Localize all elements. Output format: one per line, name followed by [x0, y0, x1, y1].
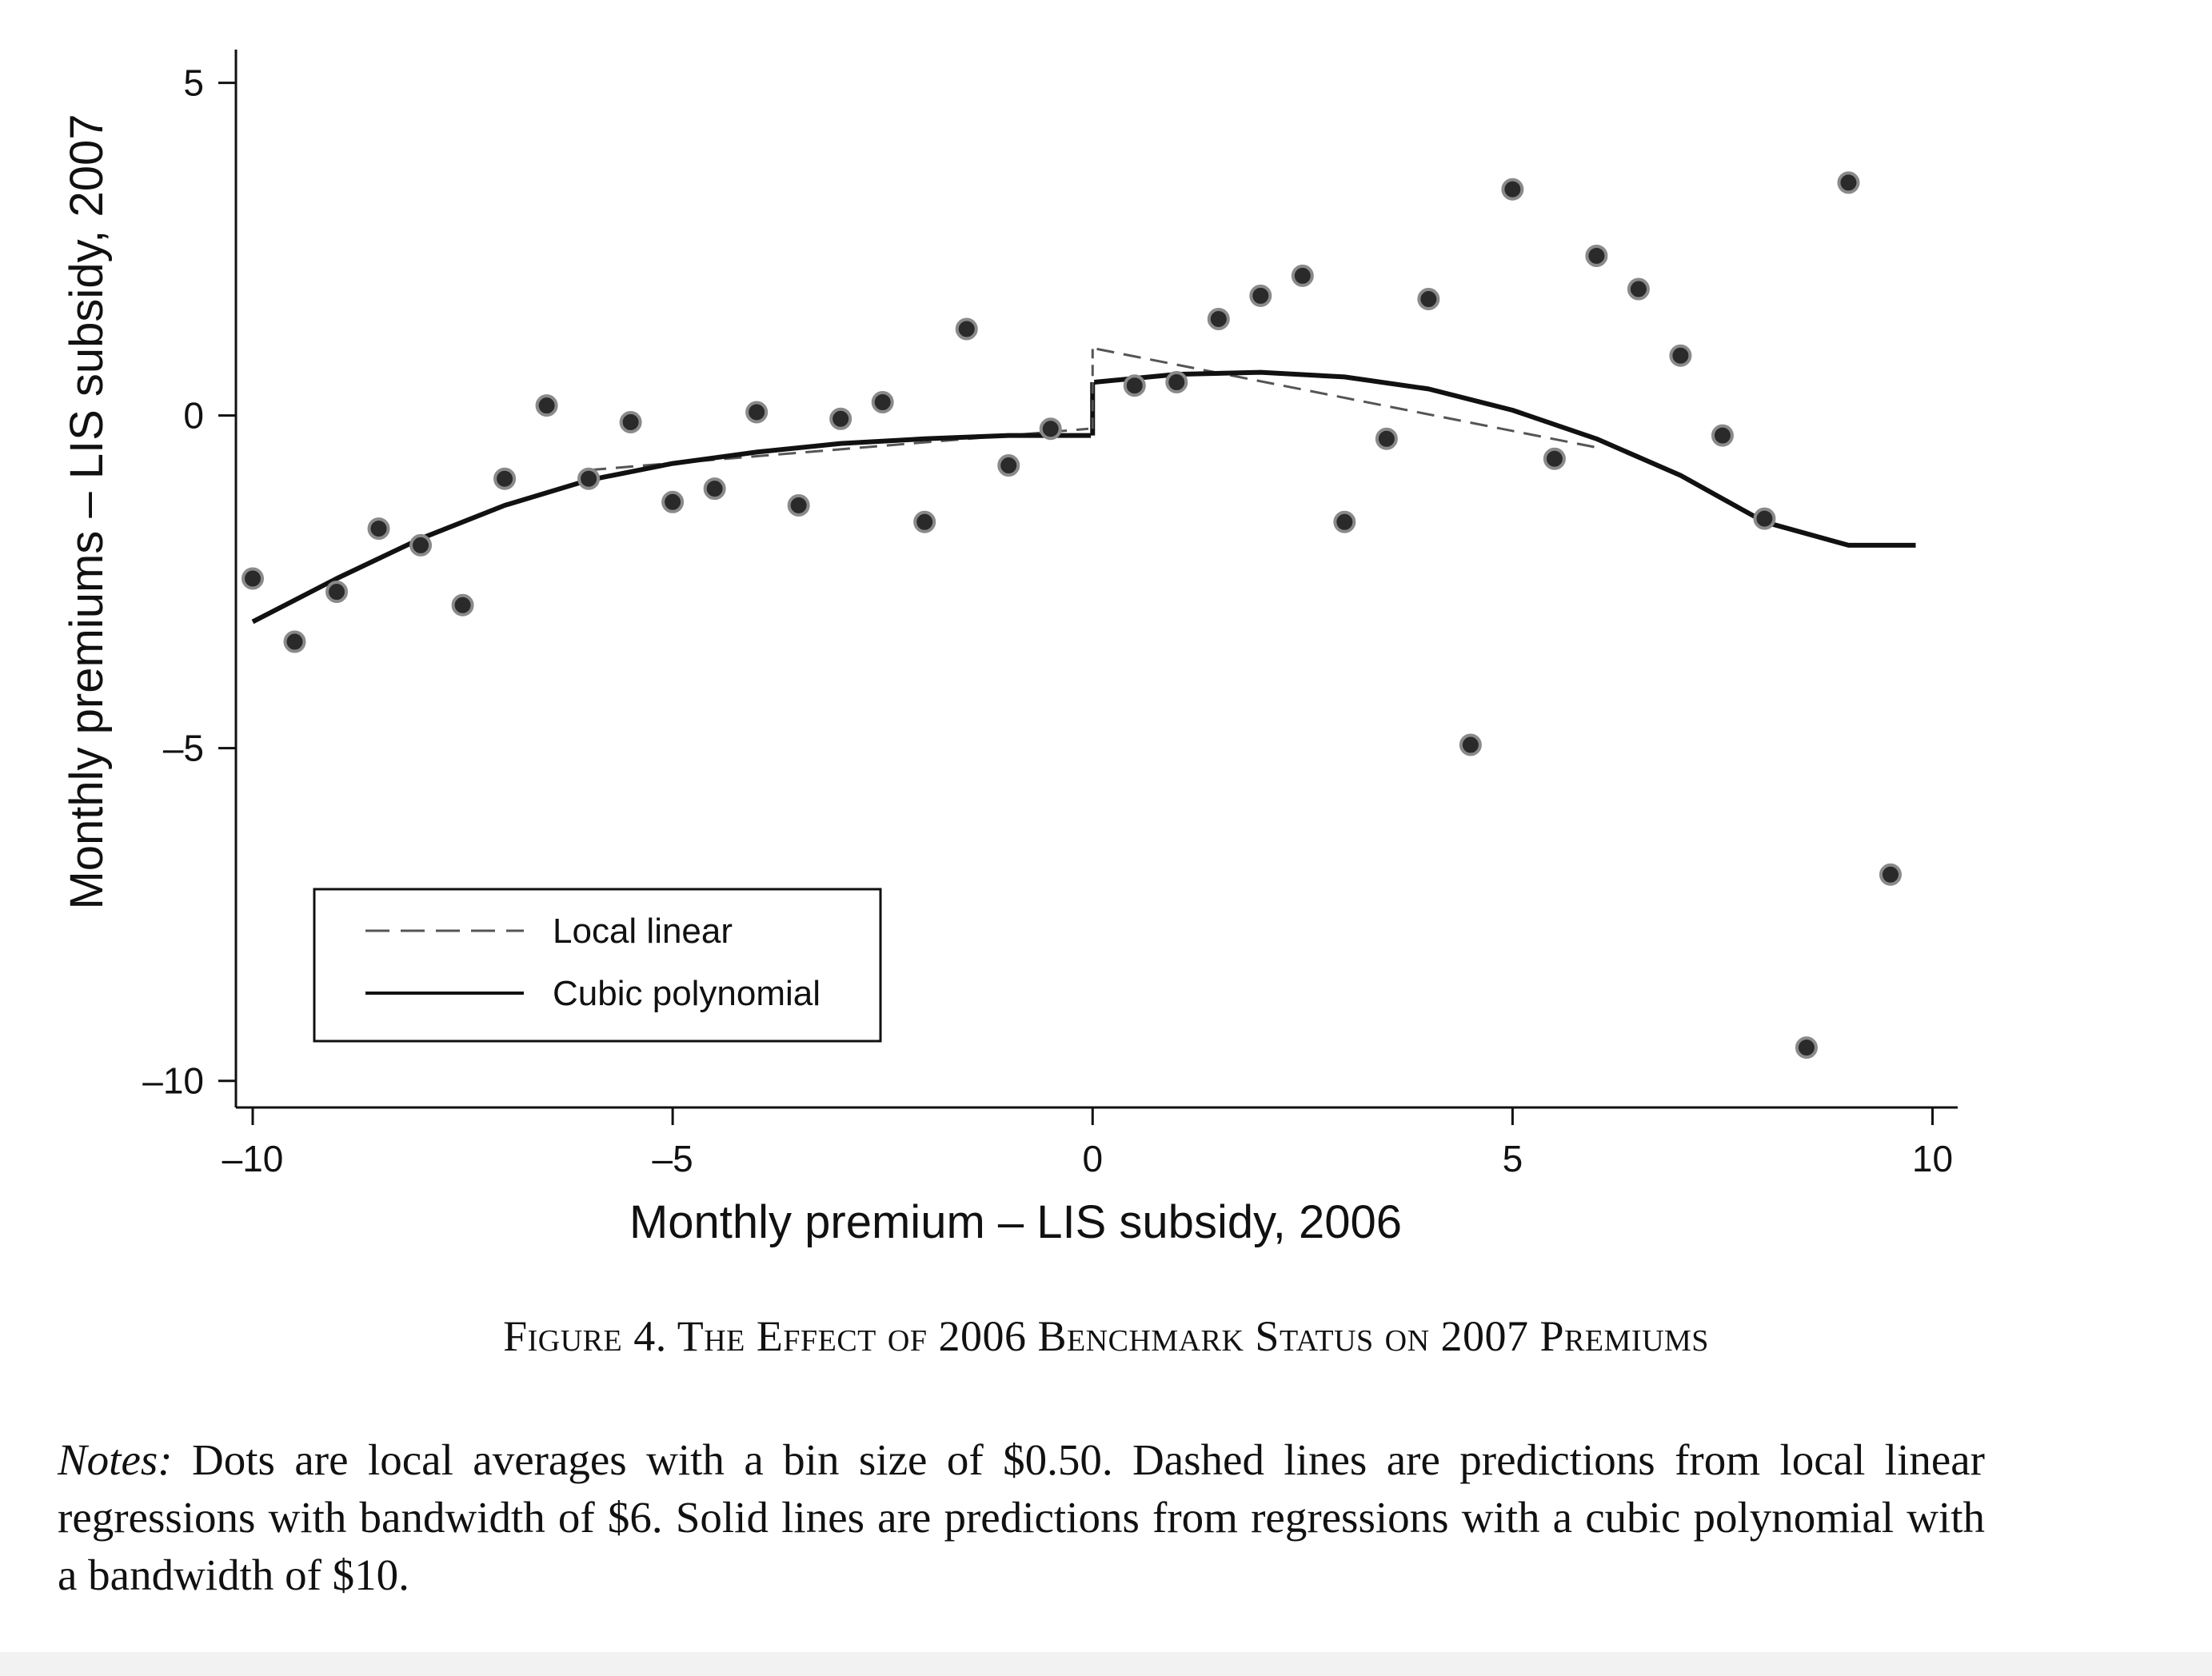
figure: –10 –5 0 5 10 5 0 –5 –10 Local linear Cubic polyn… — [61, 50, 1958, 1248]
data-point — [1711, 424, 1734, 447]
x-tick-label: 10 — [1912, 1138, 1953, 1179]
data-point — [1837, 171, 1860, 194]
figure-caption: Figure 4. The Effect of 2006 Benchmark S… — [503, 1312, 1709, 1360]
data-point — [913, 510, 936, 533]
x-tick-label: 5 — [1503, 1138, 1523, 1179]
data-points — [242, 171, 1902, 1059]
notes-label: Notes: — [58, 1435, 173, 1484]
legend-label-local-linear: Local linear — [553, 912, 733, 951]
x-tick-label: –10 — [222, 1138, 284, 1179]
legend-label-cubic-polynomial: Cubic polynomial — [553, 974, 821, 1013]
figure-notes: Notes: Dots are local averages with a bi… — [58, 1431, 1985, 1604]
data-point — [1753, 507, 1776, 530]
x-axis-title: Monthly premium – LIS subsidy, 2006 — [629, 1196, 1402, 1248]
y-tick-label: 5 — [183, 62, 204, 104]
data-point — [1207, 307, 1230, 330]
data-point — [1627, 277, 1650, 301]
data-point — [1375, 427, 1398, 450]
x-tick-label: 0 — [1082, 1138, 1103, 1179]
local-linear-segment — [1096, 347, 1597, 449]
data-point — [703, 477, 726, 501]
data-point — [1333, 510, 1356, 533]
y-tick-label: –10 — [142, 1060, 204, 1102]
data-point — [661, 490, 685, 513]
data-point — [242, 567, 265, 590]
data-point — [787, 493, 810, 517]
data-point — [997, 454, 1020, 477]
data-point — [535, 394, 558, 417]
data-point — [1249, 284, 1272, 307]
data-point — [577, 467, 601, 490]
data-point — [367, 517, 390, 541]
data-point — [1123, 374, 1146, 397]
data-point — [1795, 1036, 1818, 1059]
data-point — [325, 581, 349, 604]
data-point — [829, 407, 852, 430]
data-point — [1669, 344, 1692, 367]
data-point — [1417, 288, 1440, 311]
data-point — [493, 467, 517, 490]
data-point — [619, 410, 642, 433]
data-point — [1543, 447, 1566, 470]
data-point — [1459, 733, 1482, 756]
x-tick-label: –5 — [653, 1138, 693, 1179]
legend: Local linear Cubic polynomial — [313, 888, 882, 1043]
y-tick-label: –5 — [163, 728, 204, 769]
y-tick-label: 0 — [183, 395, 204, 437]
legend-box — [313, 888, 882, 1043]
y-axis-title: Monthly premiums – LIS subsidy, 2007 — [61, 114, 113, 909]
data-point — [1879, 863, 1902, 886]
data-point — [283, 630, 306, 653]
data-point — [451, 593, 474, 617]
cubic-polynomial-segment — [251, 433, 1092, 625]
data-point — [871, 391, 894, 413]
data-point — [1501, 178, 1524, 201]
data-point — [745, 401, 769, 424]
cubic-polynomial-segment — [1094, 369, 1916, 548]
data-point — [409, 533, 433, 557]
data-point — [1039, 417, 1062, 441]
regression-lines — [251, 347, 1916, 625]
data-point — [1585, 244, 1608, 267]
data-point — [1291, 264, 1314, 287]
chart: –10 –5 0 5 10 5 0 –5 –10 Local linear Cubic polyn… — [61, 50, 1958, 1248]
data-point — [1165, 371, 1188, 394]
axes: –10 –5 0 5 10 5 0 –5 –10 — [142, 50, 1958, 1179]
data-point — [955, 317, 978, 341]
notes-text: Dots are local averages with a bin size … — [58, 1435, 1985, 1599]
page-bottom-bar — [0, 1652, 2212, 1676]
